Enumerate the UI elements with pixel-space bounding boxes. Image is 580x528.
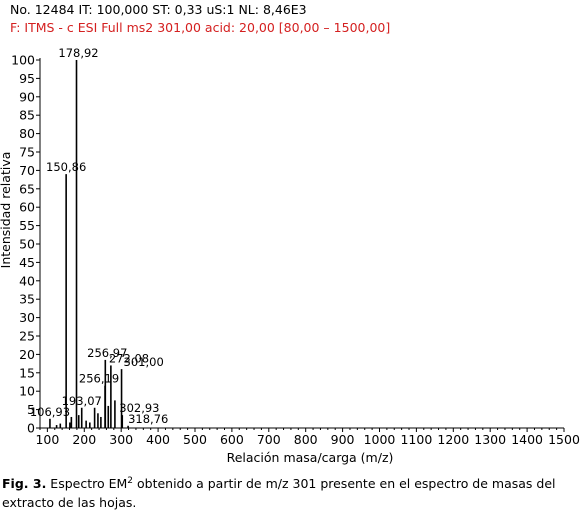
x-tick-label: 1300 <box>474 432 506 447</box>
x-tick-label: 800 <box>294 432 318 447</box>
y-tick-label: 75 <box>19 145 35 160</box>
y-tick-label: 45 <box>19 255 35 270</box>
caption-superscript: 2 <box>127 475 134 486</box>
peak-label: 256,97 <box>87 346 127 360</box>
y-tick-label: 50 <box>19 237 35 252</box>
y-axis-label: Intensidad relativa <box>0 152 13 269</box>
x-tick-label: 1000 <box>364 432 396 447</box>
y-tick-label: 70 <box>19 163 35 178</box>
figure-caption: Fig. 3. Espectro EM2 obtenido a partir d… <box>2 474 578 512</box>
y-tick-label: 65 <box>19 181 35 196</box>
x-tick-label: 100 <box>35 432 59 447</box>
caption-text-after: obtenido a partir de m/z 301 presente en… <box>2 476 556 510</box>
peak-label: 272,08 <box>109 351 149 365</box>
peak-label: 150,86 <box>46 160 86 174</box>
peak-label: 301,00 <box>124 355 164 369</box>
y-axis-ticks: 0 5 10 15 20 25 30 35 40 45 50 55 60 65 70 75 80 85 90 95 10… <box>11 53 40 436</box>
peak-label: 302,93 <box>119 401 159 415</box>
x-tick-label: 400 <box>146 432 170 447</box>
x-tick-label: 700 <box>257 432 281 447</box>
y-tick-label: 90 <box>19 89 35 104</box>
y-tick-label: 40 <box>19 273 35 288</box>
x-tick-label: 900 <box>331 432 355 447</box>
y-tick-label: 30 <box>19 310 35 325</box>
x-tick-label: 1500 <box>548 432 580 447</box>
y-tick-label: 100 <box>11 53 35 68</box>
y-tick-label: 15 <box>19 365 35 380</box>
y-tick-label: 35 <box>19 292 35 307</box>
y-tick-label: 95 <box>19 71 35 86</box>
y-tick-label: 5 <box>27 402 35 417</box>
x-tick-label: 200 <box>72 432 96 447</box>
x-tick-label: 1400 <box>511 432 543 447</box>
x-tick-label: 500 <box>183 432 207 447</box>
x-axis-ticks: 100 200 300 400 500 600 700 800 900 1000 1100 1200 1… <box>35 428 580 447</box>
peak-labels: 106,93 150,86 178,92 193,07 256,19 256,97272,… <box>30 46 169 426</box>
y-tick-label: 60 <box>19 200 35 215</box>
peak-label: 106,93 <box>30 405 70 419</box>
scan-header-line: No. 12484 IT: 100,000 ST: 0,33 uS:1 NL: … <box>10 2 307 17</box>
caption-text-before: Espectro EM <box>46 476 128 491</box>
peak-label: 318,76 <box>128 412 168 426</box>
y-tick-label: 80 <box>19 126 35 141</box>
y-tick-label: 55 <box>19 218 35 233</box>
peak-label: 193,07 <box>62 394 102 408</box>
scan-filter-line: F: ITMS - c ESI Full ms2 301,00 acid: 20… <box>10 20 391 35</box>
mass-spectrum-chart: 106,93 150,86 178,92 193,07 256,19 256,97272,… <box>0 46 580 465</box>
y-tick-label: 25 <box>19 329 35 344</box>
y-tick-label: 10 <box>19 384 35 399</box>
spectrum-peaks <box>49 60 129 428</box>
x-tick-label: 600 <box>220 432 244 447</box>
y-tick-label: 0 <box>27 421 35 436</box>
x-tick-label: 1100 <box>400 432 432 447</box>
x-tick-label: 1200 <box>437 432 469 447</box>
y-tick-label: 85 <box>19 108 35 123</box>
x-tick-label: 300 <box>109 432 133 447</box>
peak-label: 178,92 <box>58 46 98 60</box>
caption-label: Fig. 3. <box>2 476 47 491</box>
y-tick-label: 20 <box>19 347 35 362</box>
peak-label: 256,19 <box>79 372 119 386</box>
x-axis-label: Relación masa/carga (m/z) <box>227 450 394 465</box>
